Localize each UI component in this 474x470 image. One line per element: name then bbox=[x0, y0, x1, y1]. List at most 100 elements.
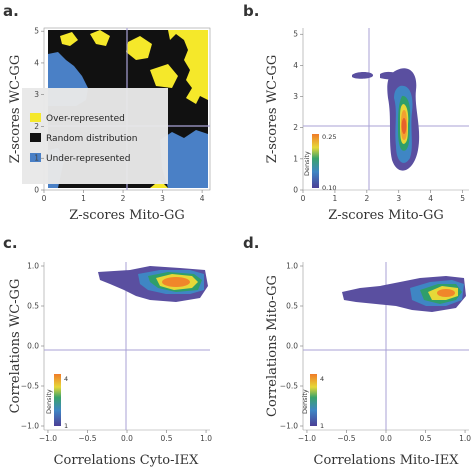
y-tick-label: −1.0 bbox=[21, 422, 39, 431]
y-tick-label: 5 bbox=[293, 30, 298, 39]
x-tick-label: −0.5 bbox=[78, 434, 96, 443]
x-tick-label: 2 bbox=[364, 194, 369, 203]
y-tick-label: 1.0 bbox=[286, 262, 298, 271]
colorbar-d-label: Density bbox=[301, 389, 309, 414]
panel-a: a. Over-represented Random distribut bbox=[3, 2, 211, 223]
y-tick-label: 1 bbox=[293, 154, 298, 163]
colorbar-b-label: Density bbox=[303, 151, 311, 176]
legend-label-under: Under-represented bbox=[46, 154, 130, 164]
y-tick-label: 4 bbox=[34, 58, 39, 67]
y-tick-label: 0 bbox=[34, 186, 39, 195]
panel-a-legend: Over-represented Random distribution Und… bbox=[22, 88, 168, 184]
y-tick-label: 5 bbox=[34, 27, 39, 36]
panel-d-colorbar: 4 1 Density bbox=[301, 374, 324, 430]
colorbar-c bbox=[54, 374, 61, 426]
panel-c-ticks: −1.0 −0.5 0.0 0.5 1.0 −1.0 −0.5 0.0 0.5 1.0 bbox=[21, 262, 212, 444]
colorbar-b bbox=[312, 134, 319, 188]
colorbar-b-max: 0.25 bbox=[322, 133, 336, 141]
x-tick-label: 4 bbox=[428, 194, 433, 203]
x-tick-label: 0 bbox=[42, 194, 47, 203]
y-tick-label: 0.0 bbox=[27, 342, 39, 351]
x-tick-label: 5 bbox=[460, 194, 465, 203]
panel-b-frame bbox=[303, 28, 469, 190]
contour-peak bbox=[401, 118, 407, 134]
x-tick-label: 1 bbox=[81, 194, 86, 203]
panel-c: c. 4 1 Density −1.0 −0.5 0.0 0.5 1.0 −1.0 −0.5… bbox=[3, 234, 212, 468]
panel-b-colorbar: 0.25 0.10 Density bbox=[303, 133, 336, 192]
y-tick-label: 1.0 bbox=[27, 262, 39, 271]
colorbar-d-max: 4 bbox=[320, 375, 324, 383]
panel-c-colorbar: 4 1 Density bbox=[45, 374, 68, 430]
x-tick-label: −1.0 bbox=[39, 434, 57, 443]
y-tick-label: 1 bbox=[34, 154, 39, 163]
panel-d-ylabel: Correlations Mito-GG bbox=[265, 275, 280, 417]
colorbar-b-min: 0.10 bbox=[322, 184, 336, 192]
x-tick-label: 0.0 bbox=[380, 434, 392, 443]
panel-c-density-contours bbox=[98, 266, 208, 302]
panel-d-ticks: −1.0 −0.5 0.0 0.5 1.0 −1.0 −0.5 0.0 0.5 1.0 bbox=[280, 262, 471, 444]
panel-a-ticks: 0 1 2 3 4 0 1 2 3 4 5 bbox=[34, 27, 204, 203]
x-tick-label: 3 bbox=[396, 194, 401, 203]
legend-swatch-random bbox=[30, 133, 41, 142]
y-tick-label: 0.5 bbox=[27, 302, 39, 311]
under-rep-region-bottom bbox=[160, 130, 208, 188]
x-tick-label: 0 bbox=[301, 194, 306, 203]
over-rep-island-1 bbox=[90, 30, 110, 46]
panel-d-density-contours bbox=[342, 276, 466, 312]
x-tick-label: 4 bbox=[200, 194, 205, 203]
x-tick-label: 0.5 bbox=[420, 434, 432, 443]
legend-label-random: Random distribution bbox=[46, 134, 137, 144]
x-tick-label: −0.5 bbox=[337, 434, 355, 443]
x-tick-label: −1.0 bbox=[298, 434, 316, 443]
panel-d-xlabel: Correlations Mito-IEX bbox=[314, 453, 460, 468]
contour-d-peak bbox=[437, 289, 455, 297]
panel-b: b. 0.25 0.10 Density 0 1 2 3 4 5 0 1 2 3 4 5 Z-scor… bbox=[243, 2, 469, 223]
panel-a-ylabel: Z-scores WC-GG bbox=[8, 55, 23, 163]
colorbar-d-min: 1 bbox=[320, 422, 324, 430]
y-tick-label: 0 bbox=[293, 186, 298, 195]
y-tick-label: 2 bbox=[293, 123, 298, 132]
panel-b-density-contours bbox=[352, 68, 420, 171]
panel-a-letter: a. bbox=[3, 2, 19, 20]
y-tick-label: −0.5 bbox=[280, 382, 298, 391]
panel-d: d. 4 1 Density −1.0 −0.5 0.0 0.5 1.0 −1.0 −0.5… bbox=[243, 234, 471, 468]
panel-a-xlabel: Z-scores Mito-GG bbox=[69, 208, 185, 223]
contour-blob-left bbox=[352, 72, 374, 79]
colorbar-c-max: 4 bbox=[64, 375, 68, 383]
y-tick-label: 3 bbox=[34, 90, 39, 99]
panel-d-letter: d. bbox=[243, 234, 259, 252]
over-rep-island-2 bbox=[126, 36, 152, 60]
panel-b-ticks: 0 1 2 3 4 5 0 1 2 3 4 5 bbox=[293, 30, 465, 203]
panel-c-letter: c. bbox=[3, 234, 18, 252]
y-tick-label: 0.5 bbox=[286, 302, 298, 311]
x-tick-label: 0.0 bbox=[121, 434, 133, 443]
x-tick-label: 2 bbox=[121, 194, 126, 203]
panel-b-letter: b. bbox=[243, 2, 259, 20]
y-tick-label: −0.5 bbox=[21, 382, 39, 391]
over-rep-island-4 bbox=[60, 32, 78, 46]
x-tick-label: 1 bbox=[333, 194, 338, 203]
legend-box bbox=[22, 88, 168, 184]
panel-c-xlabel: Correlations Cyto-IEX bbox=[54, 453, 200, 468]
y-tick-label: 3 bbox=[293, 92, 298, 101]
contour-c-peak bbox=[162, 277, 190, 287]
x-tick-label: 1.0 bbox=[459, 434, 471, 443]
legend-swatch-over bbox=[30, 113, 41, 122]
legend-label-over: Over-represented bbox=[46, 114, 125, 124]
x-tick-label: 3 bbox=[160, 194, 165, 203]
colorbar-c-label: Density bbox=[45, 389, 53, 414]
x-tick-label: 1.0 bbox=[200, 434, 212, 443]
colorbar-d bbox=[310, 374, 317, 426]
y-tick-label: 0.0 bbox=[286, 342, 298, 351]
panel-b-ylabel: Z-scores WC-GG bbox=[265, 55, 280, 163]
y-tick-label: −1.0 bbox=[280, 422, 298, 431]
over-rep-island-3 bbox=[150, 64, 178, 88]
panel-b-xlabel: Z-scores Mito-GG bbox=[328, 208, 444, 223]
y-tick-label: 4 bbox=[293, 61, 298, 70]
contour-blob-mid bbox=[380, 71, 398, 80]
colorbar-c-min: 1 bbox=[64, 422, 68, 430]
x-tick-label: 0.5 bbox=[161, 434, 173, 443]
panel-c-ylabel: Correlations WC-GG bbox=[8, 279, 23, 414]
y-tick-label: 2 bbox=[34, 122, 39, 131]
